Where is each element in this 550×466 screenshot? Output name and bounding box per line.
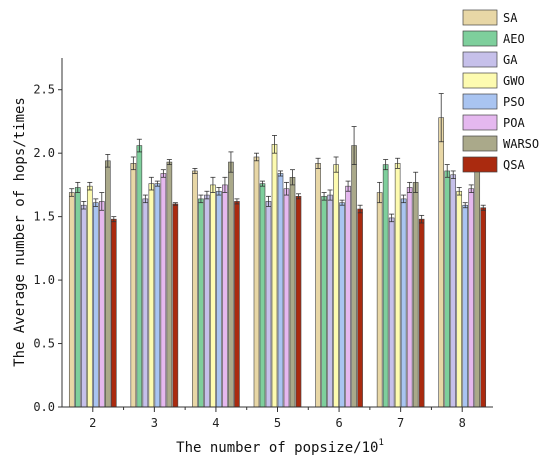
legend-swatch-poa xyxy=(462,114,498,131)
legend-label-warso: WARSO xyxy=(503,137,539,151)
x-tick-label: 7 xyxy=(397,416,404,430)
x-tick-label: 5 xyxy=(274,416,281,430)
bar-aeo-5 xyxy=(259,183,266,408)
bar-warso-8 xyxy=(474,160,481,408)
bar-gwo-3 xyxy=(148,183,155,408)
bar-pso-2 xyxy=(92,202,99,408)
bar-ga-5 xyxy=(265,201,272,408)
y-tick-label: 2.5 xyxy=(33,83,55,97)
y-tick-label: 1.5 xyxy=(33,210,55,224)
legend-label-ga: GA xyxy=(503,53,518,67)
bar-ga-6 xyxy=(327,194,333,408)
bar-warso-4 xyxy=(228,161,234,408)
bar-pso-5 xyxy=(277,173,284,408)
legend-label-qsa: QSA xyxy=(503,158,525,172)
legend-swatch-qsa xyxy=(462,156,498,173)
legend-swatch-aeo xyxy=(462,30,498,47)
bar-poa-2 xyxy=(98,201,105,408)
legend-swatch-sa xyxy=(462,9,498,26)
legend-label-gwo: GWO xyxy=(503,74,525,88)
bar-poa-5 xyxy=(283,188,290,408)
x-tick-label: 2 xyxy=(89,416,96,430)
bar-qsa-7 xyxy=(418,218,425,408)
bar-poa-6 xyxy=(345,185,351,408)
bar-pso-7 xyxy=(400,198,407,408)
x-ticks: 2 3 4 5 6 7 8 xyxy=(89,407,466,430)
y-ticks: 0.0 0.5 1.0 1.5 2.0 2.5 xyxy=(33,83,62,414)
legend-label-pso: PSO xyxy=(503,95,525,109)
bar-warso-5 xyxy=(289,176,296,408)
bar-ga-8 xyxy=(450,174,457,408)
bar-gwo-5 xyxy=(271,143,278,408)
bar-gwo-8 xyxy=(456,190,463,408)
bar-qsa-2 xyxy=(110,218,117,408)
bar-gwo-6 xyxy=(333,164,339,408)
legend-swatch-ga xyxy=(462,51,498,68)
bar-sa-8 xyxy=(438,117,445,408)
bar-pso-8 xyxy=(462,204,469,408)
bar-poa-3 xyxy=(160,173,167,408)
bar-aeo-4 xyxy=(198,198,204,408)
bar-ga-3 xyxy=(142,198,149,408)
bar-warso-7 xyxy=(412,182,419,408)
legend-label-poa: POA xyxy=(503,116,525,130)
legend-label-sa: SA xyxy=(503,11,518,25)
y-tick-label: 0.0 xyxy=(33,400,55,414)
legend-swatch-gwo xyxy=(462,72,498,89)
bar-aeo-2 xyxy=(74,187,81,408)
bar-sa-7 xyxy=(376,192,383,408)
bar-pso-6 xyxy=(339,202,345,408)
bar-warso-2 xyxy=(104,160,111,408)
x-tick-label: 6 xyxy=(335,416,342,430)
bar-sa-3 xyxy=(130,163,137,408)
legend-swatch-pso xyxy=(462,93,498,110)
y-axis-title: The Average number of hops/times xyxy=(12,97,28,367)
bar-pso-3 xyxy=(154,183,161,408)
bar-sa-4 xyxy=(192,170,198,408)
bar-ga-4 xyxy=(204,194,210,408)
bars-layer xyxy=(68,93,487,408)
bar-aeo-3 xyxy=(136,145,143,408)
y-tick-label: 0.5 xyxy=(33,337,55,351)
axes-layer xyxy=(61,58,493,408)
x-tick-label: 4 xyxy=(212,416,219,430)
bar-qsa-3 xyxy=(172,203,179,408)
y-tick-label: 1.0 xyxy=(33,273,55,287)
bar-warso-6 xyxy=(351,145,357,408)
bar-poa-7 xyxy=(406,187,413,408)
legend: SA AEO GA GWO PSO POA WARSO QSA xyxy=(462,9,539,173)
bar-qsa-5 xyxy=(295,196,302,408)
bar-qsa-6 xyxy=(357,208,363,408)
bar-qsa-8 xyxy=(480,207,487,408)
bar-ga-7 xyxy=(388,217,395,408)
x-axis-title-main: The number of popsize/10 xyxy=(176,440,378,456)
x-axis-title: The number of popsize/101 xyxy=(176,438,384,456)
bar-sa-5 xyxy=(253,156,260,408)
bar-aeo-8 xyxy=(444,170,451,408)
bar-poa-4 xyxy=(222,184,228,408)
x-axis-title-superscript: 1 xyxy=(378,438,383,448)
legend-label-aeo: AEO xyxy=(503,32,525,46)
bar-sa-6 xyxy=(315,163,321,408)
bar-poa-8 xyxy=(468,188,475,408)
bar-aeo-7 xyxy=(382,164,389,408)
bar-pso-4 xyxy=(216,190,222,408)
bar-gwo-4 xyxy=(210,184,216,408)
bar-ga-2 xyxy=(80,204,87,408)
x-tick-label: 8 xyxy=(459,416,466,430)
bar-aeo-6 xyxy=(321,196,327,408)
bar-qsa-4 xyxy=(234,201,240,408)
bar-sa-2 xyxy=(68,192,75,408)
x-tick-label: 3 xyxy=(151,416,158,430)
legend-swatch-warso xyxy=(462,135,498,152)
bar-gwo-2 xyxy=(86,185,93,408)
bar-gwo-7 xyxy=(394,163,401,408)
bar-warso-3 xyxy=(166,161,173,408)
y-tick-label: 2.0 xyxy=(33,146,55,160)
